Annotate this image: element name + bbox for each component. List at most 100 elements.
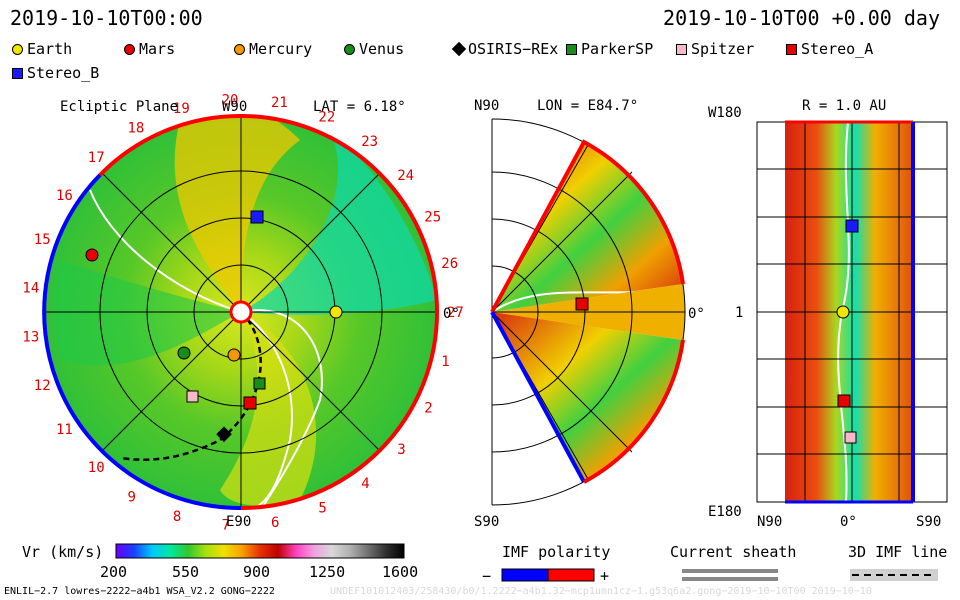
- ecliptic-number-3: 3: [397, 442, 405, 458]
- current-sheath-line-1: [240, 311, 293, 508]
- venus-marker-icon: [344, 43, 355, 55]
- legend-label: Stereo_A: [801, 40, 874, 58]
- stereo-a-marker-icon: [786, 43, 797, 55]
- ecliptic-number-27: 27: [447, 305, 464, 321]
- earth-marker-icon: [329, 305, 343, 319]
- ecliptic-number-23: 23: [361, 134, 378, 150]
- ecliptic-number-7: 7: [222, 518, 230, 534]
- mars-marker-icon: [124, 43, 135, 55]
- spitzer-marker-icon: [676, 43, 687, 55]
- ecliptic-number-21: 21: [271, 95, 288, 111]
- mars-marker-icon: [85, 248, 99, 262]
- ecliptic-top-label: W90: [222, 99, 247, 115]
- footer-left: ENLIL−2.7 lowres−2222−a4b1 WSA_V2.2 GONG…: [4, 586, 275, 597]
- legend-label: Spitzer: [691, 40, 755, 58]
- ecliptic-number-11: 11: [56, 422, 73, 438]
- ecliptic-rim-positive: [240, 114, 439, 510]
- ecliptic-number-22: 22: [318, 109, 335, 125]
- current-sheath-title: Current sheath: [670, 543, 796, 561]
- legend-item-mars: Mars: [124, 40, 175, 58]
- legend-label: Venus: [359, 40, 405, 58]
- imf-line: [119, 311, 262, 461]
- legend-item-stereo-b: Stereo_B: [12, 64, 99, 82]
- ecliptic-number-24: 24: [397, 168, 414, 184]
- ecliptic-number-18: 18: [128, 121, 145, 137]
- ecliptic-number-5: 5: [318, 501, 326, 517]
- imf-negative-swatch: [501, 568, 549, 582]
- radial-grid: [757, 122, 947, 502]
- ecliptic-number-25: 25: [424, 209, 441, 225]
- radial-left-bottom: E180: [708, 504, 742, 520]
- current-sheath-swatch-1: [682, 569, 778, 573]
- colorbar-tick: 1600: [382, 563, 418, 581]
- colorbar-title: Vr (km/s): [22, 543, 103, 561]
- mercury-marker-icon: [234, 43, 245, 55]
- imf-line-title: 3D IMF line: [848, 543, 947, 561]
- meridional-lon-label: LON = E84.7°: [537, 98, 638, 114]
- ecliptic-number-6: 6: [271, 515, 279, 531]
- meridional-wedge-south: [492, 312, 683, 482]
- earth-radial-marker-icon: [836, 305, 850, 319]
- meridional-bottom-label: S90: [474, 514, 499, 530]
- stereo-a-marker-icon: [243, 396, 257, 410]
- meridional-right-label: 0°: [688, 306, 705, 322]
- date-right: 2019-10-10T00 +0.00 day: [663, 6, 940, 30]
- current-sheath-swatch-2: [682, 577, 778, 581]
- legend-label: Mars: [139, 40, 176, 58]
- legend-item-venus: Venus: [344, 40, 404, 58]
- colorbar-tick: 200: [100, 563, 127, 581]
- earth-marker-icon: [12, 43, 23, 55]
- ecliptic-bottom-label: E90: [226, 514, 251, 530]
- ecliptic-number-26: 26: [441, 256, 458, 272]
- stereo-b-marker-icon: [12, 67, 23, 79]
- colorbar-bar: [115, 543, 405, 559]
- ecliptic-title: Ecliptic Plane: [60, 99, 178, 115]
- stereo-b-marker-icon: [250, 210, 264, 224]
- ecliptic-number-15: 15: [34, 232, 51, 248]
- radial-left-mid: 1: [735, 305, 743, 321]
- imf-plus-label: +: [600, 567, 609, 585]
- legend-label: ParkerSP: [581, 40, 654, 58]
- meridional-wedge-north: [492, 142, 683, 312]
- spitzer-radial-marker-icon: [844, 431, 857, 444]
- meridional-top-label: N90: [474, 98, 499, 114]
- slow-wind-arm: [174, 116, 300, 312]
- ecliptic-number-12: 12: [34, 378, 51, 394]
- ecliptic-number-4: 4: [361, 476, 369, 492]
- ecliptic-number-1: 1: [441, 354, 449, 370]
- ecliptic-rim-positive-2: [98, 113, 242, 177]
- imf-legend: IMF polarity − + Current sheath 3D IMF l…: [482, 543, 947, 585]
- legend-label: OSIRIS−REx: [468, 40, 559, 58]
- ecliptic-number-9: 9: [128, 490, 136, 506]
- imf-minus-label: −: [482, 567, 491, 585]
- date-left: 2019-10-10T00:00: [10, 6, 203, 30]
- ecliptic-number-20: 20: [222, 92, 239, 108]
- ecliptic-number-8: 8: [173, 509, 181, 525]
- ecliptic-number-19: 19: [173, 101, 190, 117]
- ecliptic-right-label: 0°: [443, 306, 460, 322]
- ecliptic-number-17: 17: [88, 150, 105, 166]
- venus-marker-icon: [177, 346, 191, 360]
- legend-item-earth: Earth: [12, 40, 72, 58]
- ecliptic-rim-negative: [42, 173, 242, 511]
- colorbar-tick: 1250: [309, 563, 345, 581]
- sun-icon: [229, 300, 253, 324]
- parkersp-marker-icon: [566, 43, 577, 55]
- stereo-a-radial-marker-icon: [837, 394, 851, 408]
- stereo-b-radial-marker-icon: [845, 219, 859, 233]
- meridional-panel: N90 LON = E84.7° S90 0°: [474, 98, 705, 530]
- legend-label: Mercury: [249, 40, 313, 58]
- osiris-rex-marker-icon: [216, 426, 232, 443]
- radial-r-label: R = 1.0 AU: [802, 98, 886, 114]
- colorbar-tick: 550: [172, 563, 199, 581]
- legend-item-spitzer: Spitzer: [676, 40, 754, 58]
- colorbar-tick: 900: [243, 563, 270, 581]
- ecliptic-number-14: 14: [22, 280, 39, 296]
- legend-label: Stereo_B: [27, 64, 100, 82]
- footer-right: UNDEF101012403/258430/b0/1.2222−a4b1.32−…: [330, 586, 872, 597]
- ecliptic-number-2: 2: [424, 401, 432, 417]
- radial-bottom-mid: 0°: [840, 514, 857, 530]
